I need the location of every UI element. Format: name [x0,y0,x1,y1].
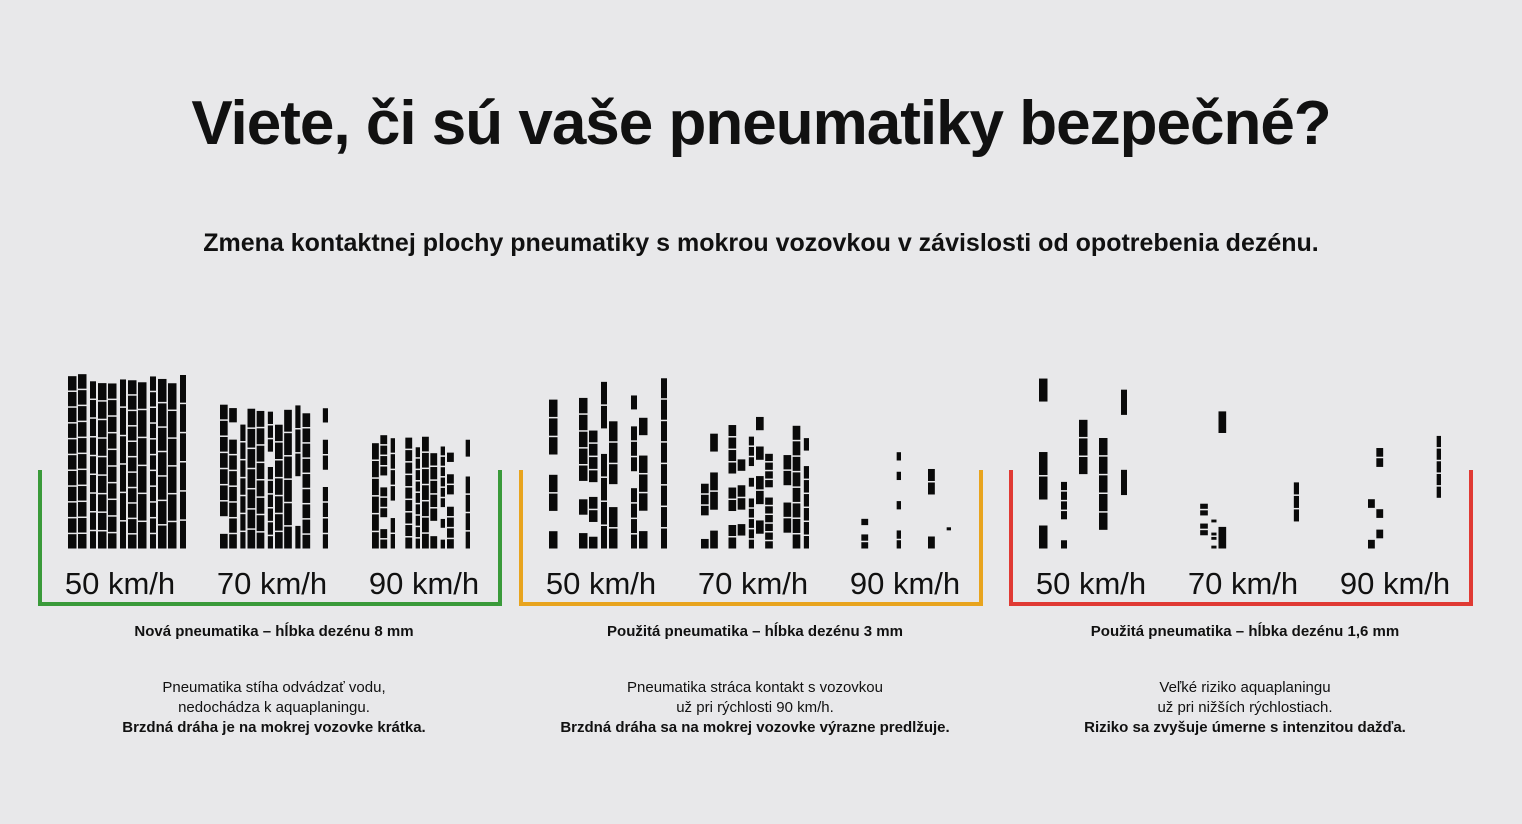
tyre-footprint-1 [68,374,186,549]
tyre-footprint-2 [1200,411,1299,549]
tyre-footprint-1 [549,378,667,549]
tyre-footprints [549,378,951,549]
desc-line-1: Pneumatika stíha odvádzať vodu, [162,679,386,696]
panel-bracket [1009,470,1473,606]
speed-labels: 50 km/h 70 km/h 90 km/h [38,560,510,606]
panel-description: Pneumatika stráca kontakt s vozovkou už … [519,678,991,738]
desc-line-2: už pri rýchlosti 90 km/h. [676,699,834,716]
tyre-footprint-3 [861,452,951,549]
desc-line-bold: Brzdná dráha sa na mokrej vozovke výrazn… [560,719,950,736]
panel-description: Veľké riziko aquaplaningu už pri nižších… [1009,678,1481,738]
panel-caption: Použitá pneumatika – hĺbka dezénu 3 mm [607,623,903,640]
speed-label-70: 70 km/h [697,566,809,601]
speed-label-70: 70 km/h [216,566,328,601]
speed-labels: 50 km/h 70 km/h 90 km/h [1009,560,1481,606]
panel-used-1-6mm: 50 km/h 70 km/h 90 km/h Použitá pneumati… [1009,360,1489,760]
tyre-footprints [68,374,470,549]
speed-label-90: 90 km/h [849,566,961,601]
tyre-footprints [1039,378,1441,549]
desc-line-1: Veľké riziko aquaplaningu [1159,679,1331,696]
speed-label-70: 70 km/h [1187,566,1299,601]
speed-label-90: 90 km/h [1339,566,1451,601]
tyre-footprint-3 [372,435,470,549]
panel-bracket [519,470,983,606]
speed-label-50: 50 km/h [545,566,657,601]
speed-label-50: 50 km/h [1035,566,1147,601]
page-subtitle: Zmena kontaktnej plochy pneumatiky s mok… [203,229,1319,257]
panel-used-3mm: 50 km/h 70 km/h 90 km/h Použitá pneumati… [519,360,999,760]
speed-label-90: 90 km/h [368,566,480,601]
panel-new-tyre: 50 km/h 70 km/h 90 km/h Nová pneumatika … [38,360,518,760]
tyre-footprint-2 [701,416,809,549]
panel-caption: Použitá pneumatika – hĺbka dezénu 1,6 mm [1090,623,1400,640]
panel-bracket [38,470,502,606]
panel-description: Pneumatika stíha odvádzať vodu, nedochád… [38,678,510,738]
tyre-footprint-1 [1039,378,1127,549]
speed-labels: 50 km/h 70 km/h 90 km/h [519,560,991,606]
desc-line-bold: Brzdná dráha je na mokrej vozovke krátka… [122,719,426,736]
desc-line-1: Pneumatika stráca kontakt s vozovkou [627,679,883,696]
desc-line-2: nedochádza k aquaplaningu. [178,699,370,716]
desc-line-2: už pri nižších rýchlostiach. [1157,699,1333,716]
tyre-footprint-3 [1368,435,1441,549]
tyre-footprint-2 [220,404,328,549]
page-title: Viete, či sú vaše pneumatiky bezpečné? [191,89,1331,158]
speed-label-50: 50 km/h [64,566,176,601]
panel-caption: Nová pneumatika – hĺbka dezénu 8 mm [134,623,414,640]
desc-line-bold: Riziko sa zvyšuje úmerne s intenzitou da… [1084,719,1406,736]
